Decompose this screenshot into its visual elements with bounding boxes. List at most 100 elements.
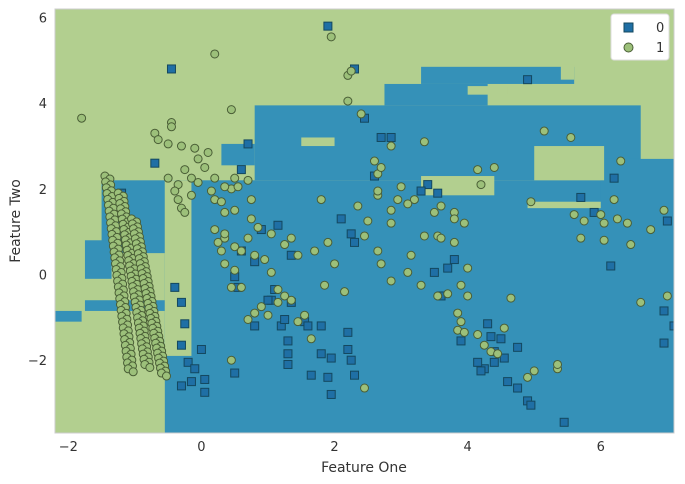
point-class-0 [609,173,619,183]
point-class-1 [373,246,383,256]
point-class-0 [176,297,186,307]
point-class-0 [513,383,523,393]
x-tick-label: 0 [197,440,205,455]
point-class-0 [659,338,669,348]
point-class-0 [559,417,569,427]
region-class-1-3 [301,137,335,147]
point-class-0 [280,315,290,325]
point-class-1 [203,147,213,157]
point-class-0 [323,21,333,31]
point-class-1 [180,165,190,175]
point-class-1 [436,233,446,243]
point-class-0 [343,327,353,337]
point-class-1 [220,229,230,239]
point-class-1 [226,355,236,365]
point-class-0 [263,295,273,305]
y-axis-label: Feature Two [8,179,24,263]
point-class-0 [303,321,313,331]
point-class-1 [306,334,316,344]
point-class-1 [246,214,256,224]
point-class-1 [253,222,263,232]
region-class-1-8 [560,64,575,80]
point-class-0 [429,267,439,277]
point-class-1 [609,195,619,205]
x-tick-label: 6 [597,440,605,455]
point-class-1 [243,175,253,185]
region-class-0-3 [421,66,575,84]
point-class-1 [363,216,373,226]
point-class-1 [429,207,439,217]
point-class-1 [163,173,173,183]
point-class-1 [479,340,489,350]
point-class-1 [170,186,180,196]
point-class-0 [476,366,486,376]
point-class-1 [210,173,220,183]
point-class-0 [200,387,210,397]
point-class-1 [300,310,310,320]
point-class-1 [576,233,586,243]
point-class-1 [529,366,539,376]
point-class-1 [449,237,459,247]
x-tick-label: 4 [464,440,472,455]
point-class-0 [496,334,506,344]
point-class-1 [280,240,290,250]
point-class-1 [186,190,196,200]
point-class-1 [473,165,483,175]
point-class-0 [449,255,459,265]
point-class-1 [330,259,340,269]
point-class-0 [336,214,346,224]
point-class-1 [220,207,230,217]
x-axis-label: Feature One [321,460,407,476]
point-class-0 [236,165,246,175]
point-class-1 [403,199,413,209]
y-tick-label: 0 [39,269,47,284]
point-class-1 [433,291,443,301]
point-class-1 [436,201,446,211]
point-class-0 [243,139,253,149]
region-class-0-2 [384,83,488,106]
point-class-1 [340,287,350,297]
point-class-1 [353,201,363,211]
point-class-0 [526,400,536,410]
point-class-1 [622,218,632,228]
point-class-1 [376,162,386,172]
point-class-0 [316,321,326,331]
point-class-1 [286,233,296,243]
point-class-1 [346,66,356,76]
point-class-1 [243,233,253,243]
point-class-1 [396,182,406,192]
point-class-1 [523,372,533,382]
point-class-1 [145,362,155,372]
legend-label-0: 0 [656,21,664,36]
point-class-1 [489,162,499,172]
point-class-0 [489,357,499,367]
point-class-1 [526,197,536,207]
point-class-1 [310,246,320,256]
x-tick-label: 2 [330,440,338,455]
point-class-1 [476,180,486,190]
point-class-1 [210,49,220,59]
point-class-0 [473,357,483,367]
point-class-1 [506,293,516,303]
point-class-0 [170,282,180,292]
point-class-1 [280,291,290,301]
point-class-1 [612,214,622,224]
point-class-1 [153,135,163,145]
point-class-1 [220,182,230,192]
point-class-0 [503,377,513,387]
point-class-1 [662,291,672,301]
point-class-1 [616,156,626,166]
point-class-1 [320,280,330,290]
point-class-1 [463,291,473,301]
region-class-0-9 [221,143,255,166]
point-class-1 [186,173,196,183]
point-class-0 [523,75,533,85]
point-class-1 [176,141,186,151]
point-class-0 [166,64,176,74]
point-class-1 [403,267,413,277]
legend-label-1: 1 [656,41,664,56]
point-class-0 [180,319,190,329]
point-class-0 [443,263,453,273]
plot-frame [54,8,675,434]
point-class-0 [386,132,396,142]
